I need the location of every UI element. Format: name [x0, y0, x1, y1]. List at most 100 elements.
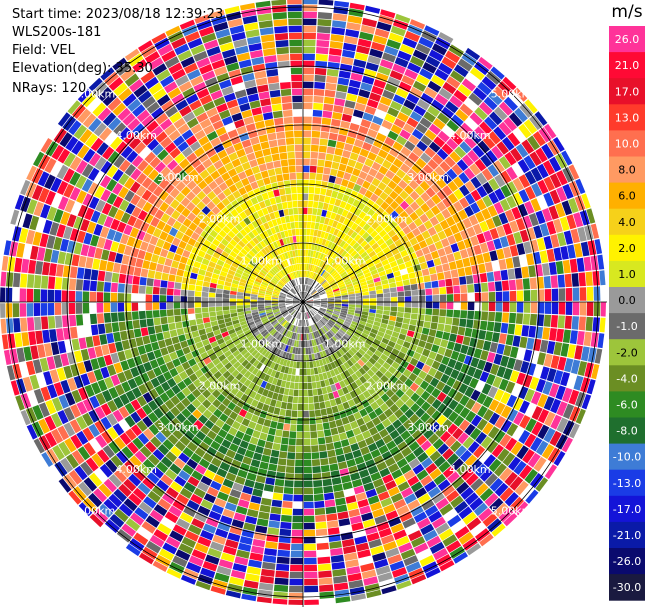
ppi-gate: [209, 287, 216, 293]
ppi-gate: [243, 379, 252, 387]
ppi-gate: [162, 241, 172, 251]
ppi-gate: [223, 407, 233, 417]
ppi-gate: [349, 122, 360, 132]
ppi-gate: [295, 285, 299, 292]
ppi-gate: [69, 187, 81, 201]
ppi-gate: [297, 277, 301, 285]
ppi-gate: [371, 212, 380, 221]
ppi-gate: [465, 410, 477, 423]
ppi-gate: [453, 201, 464, 212]
ppi-gate: [246, 566, 261, 575]
ppi-gate: [450, 224, 460, 235]
ppi-gate: [330, 316, 338, 322]
ppi-gate: [379, 428, 389, 438]
ppi-gate: [171, 336, 180, 345]
ppi-gate: [313, 302, 321, 304]
ppi-gate: [363, 353, 371, 361]
ppi-gate: [445, 435, 457, 448]
ppi-gate: [258, 310, 266, 314]
ppi-gate: [27, 274, 35, 288]
ppi-gate: [165, 451, 178, 463]
ppi-gate: [334, 0, 350, 8]
ppi-gate: [442, 125, 455, 138]
ppi-gate: [290, 289, 296, 295]
ppi-gate: [266, 228, 273, 237]
ppi-gate: [202, 215, 212, 225]
ppi-gate: [439, 161, 451, 173]
ppi-gate: [238, 408, 248, 418]
ppi-gate: [340, 312, 347, 316]
ppi-gate: [336, 341, 343, 348]
ppi-gate: [433, 136, 446, 148]
ppi-gate: [326, 385, 333, 394]
ppi-gate: [144, 76, 159, 90]
ppi-gate: [322, 282, 329, 288]
ppi-gate: [304, 599, 319, 605]
ppi-gate: [462, 336, 471, 346]
ppi-gate: [453, 302, 461, 310]
ppi-gate: [313, 305, 320, 309]
ppi-gate: [108, 387, 119, 399]
ppi-gate: [229, 346, 238, 354]
ppi-gate: [421, 364, 431, 374]
ppi-gate: [248, 465, 259, 475]
ppi-gate: [400, 383, 409, 393]
ppi-gate: [334, 397, 342, 405]
ppi-gate: [183, 506, 197, 518]
ppi-gate: [395, 389, 405, 398]
ppi-gate: [202, 389, 212, 399]
ppi-gate: [273, 189, 280, 197]
ppi-gate: [300, 341, 303, 348]
ppi-gate: [317, 549, 330, 557]
ppi-gate: [268, 252, 274, 260]
ppi-gate: [367, 386, 376, 396]
ppi-gate: [294, 480, 303, 488]
ppi-gate: [507, 132, 521, 147]
ppi-gate: [180, 197, 191, 207]
ppi-gate: [197, 235, 206, 244]
ppi-gate: [300, 312, 302, 320]
ppi-gate: [494, 402, 506, 415]
ppi-gate: [543, 353, 553, 368]
ppi-gate: [307, 382, 313, 390]
ppi-gate: [386, 440, 397, 451]
ppi-gate: [299, 375, 303, 383]
ppi-gate: [512, 426, 525, 441]
ppi-gate: [378, 444, 389, 455]
ppi-gate: [173, 295, 181, 302]
ppi-gate: [380, 220, 389, 229]
ppi-gate: [221, 86, 234, 96]
ppi-gate: [267, 132, 277, 141]
ppi-gate: [233, 405, 242, 415]
ppi-gate: [328, 218, 334, 227]
ppi-gate: [276, 264, 282, 271]
ppi-gate: [263, 321, 271, 327]
ppi-gate: [224, 234, 233, 243]
ppi-gate: [110, 352, 120, 364]
ppi-gate: [392, 94, 406, 105]
ppi-gate: [570, 359, 581, 375]
ppi-gate: [464, 180, 476, 193]
ppi-gate: [203, 356, 212, 365]
ppi-gate: [364, 105, 377, 115]
ppi-gate: [440, 238, 450, 248]
ppi-gate: [219, 42, 234, 52]
ppi-gate: [368, 238, 377, 247]
ppi-gate: [382, 434, 393, 444]
ppi-gate: [315, 338, 320, 346]
ppi-gate: [400, 249, 409, 258]
ppi-gate: [489, 250, 498, 262]
ppi-gate: [447, 471, 460, 484]
ppi-gate: [106, 261, 115, 272]
ppi-gate: [286, 459, 295, 467]
ppi-gate: [318, 444, 327, 452]
ppi-gate: [375, 225, 384, 234]
ppi-gate: [428, 329, 437, 337]
ppi-gate: [272, 339, 278, 346]
ppi-gate: [224, 5, 240, 15]
ppi-gate: [276, 283, 283, 289]
ppi-gate: [336, 255, 343, 263]
ppi-gate: [20, 179, 31, 196]
ppi-gate: [292, 299, 300, 302]
ppi-gate: [327, 414, 335, 422]
